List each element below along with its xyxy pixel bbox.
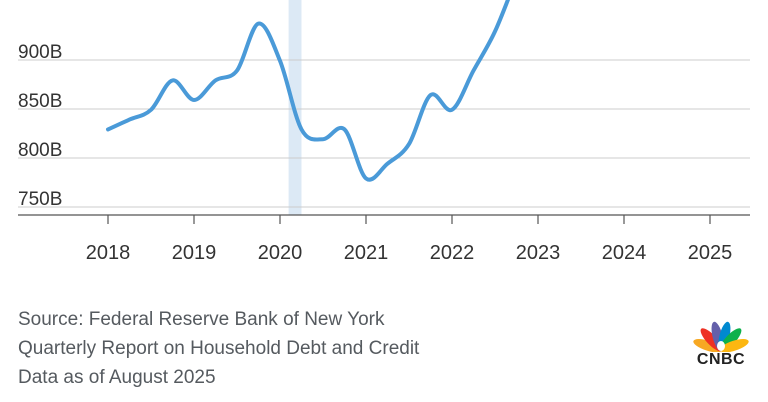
x-tick-label: 2025 bbox=[688, 242, 733, 264]
x-tick-label: 2018 bbox=[86, 242, 131, 264]
source-note: Source: Federal Reserve Bank of New York… bbox=[18, 305, 618, 392]
tick-labels: 750B 800B 850B 900B 2018 2019 2020 2021 2022 2023… bbox=[18, 42, 732, 264]
source-line-1: Source: Federal Reserve Bank of New York bbox=[18, 309, 385, 330]
x-tick-label: 2022 bbox=[430, 242, 475, 264]
y-tick-label: 750B bbox=[18, 189, 62, 210]
x-tick-label: 2021 bbox=[344, 242, 389, 264]
x-tick-label: 2024 bbox=[602, 242, 647, 264]
logo-text: CNBC bbox=[696, 351, 746, 368]
peacock-icon bbox=[693, 321, 749, 352]
x-axis bbox=[18, 214, 750, 224]
cnbc-logo: CNBC bbox=[690, 318, 752, 372]
x-tick-label: 2019 bbox=[172, 242, 217, 264]
y-tick-label: 800B bbox=[18, 140, 62, 161]
x-tick-label: 2020 bbox=[258, 242, 303, 264]
series-layer bbox=[106, 0, 511, 182]
y-tick-label: 900B bbox=[18, 42, 62, 63]
y-tick-label: 850B bbox=[18, 91, 62, 112]
series-line bbox=[106, 0, 511, 182]
line-chart: 750B 800B 850B 900B 2018 2019 2020 2021 2022 2023… bbox=[18, 0, 750, 264]
source-line-3: Data as of August 2025 bbox=[18, 367, 216, 388]
grid-layer bbox=[18, 59, 750, 208]
source-line-2: Quarterly Report on Household Debt and C… bbox=[18, 338, 420, 359]
x-tick-label: 2023 bbox=[516, 242, 561, 264]
